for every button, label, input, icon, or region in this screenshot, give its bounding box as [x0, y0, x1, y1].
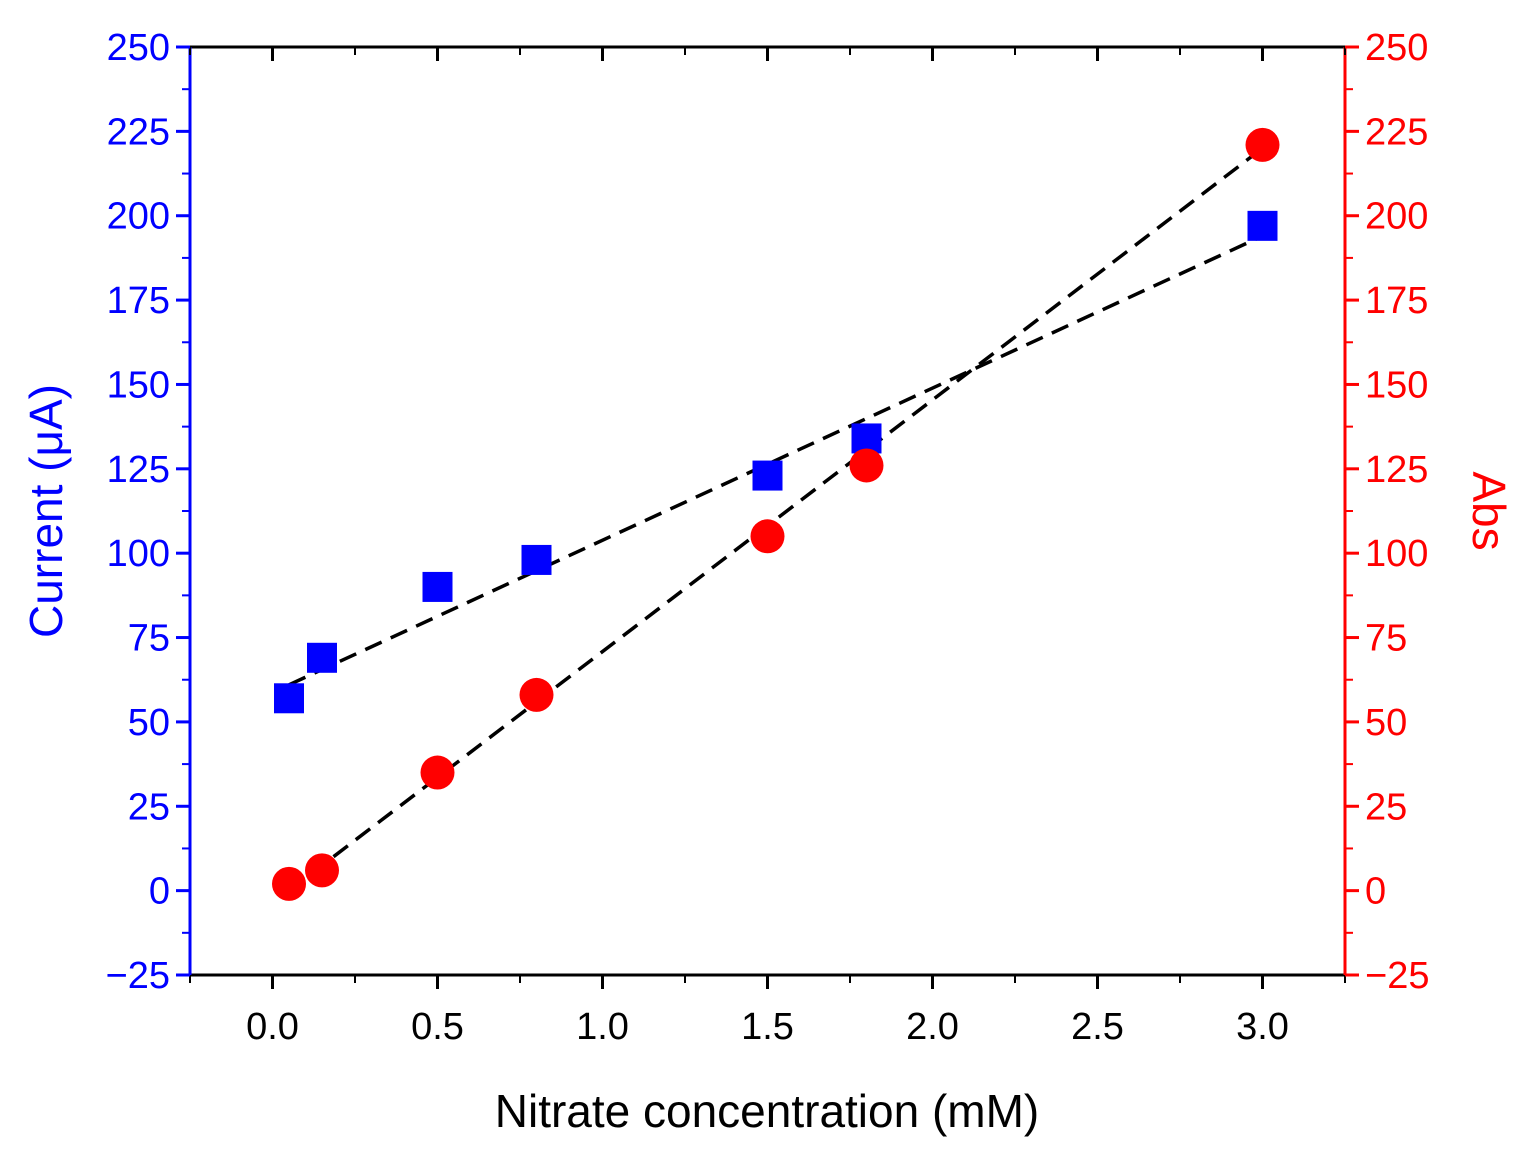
right-tick-label: 225: [1365, 111, 1428, 153]
left-tick-label: 150: [107, 364, 170, 406]
abs-point: [272, 866, 306, 901]
left-tick-label: 250: [107, 27, 170, 69]
right-tick-label: 100: [1365, 533, 1428, 575]
left-tick-label: 0: [149, 871, 170, 913]
x-tick-label: 2.5: [1071, 1006, 1124, 1048]
x-tick-label: 0.0: [246, 1006, 299, 1048]
right-tick-label: 175: [1365, 280, 1428, 322]
left-axis-title: Current (μA): [20, 384, 72, 638]
right-tick-label: −25: [1365, 955, 1429, 997]
current-point: [1247, 210, 1278, 241]
x-tick-label: 1.5: [741, 1006, 794, 1048]
right-tick-label: 150: [1365, 364, 1428, 406]
current-point: [521, 544, 552, 575]
right-tick-label: 0: [1365, 871, 1386, 913]
abs-point: [1245, 127, 1280, 162]
x-tick-label: 3.0: [1236, 1006, 1289, 1048]
right-tick-label: 250: [1365, 27, 1428, 69]
left-tick-label: 100: [107, 533, 170, 575]
abs-point: [849, 448, 884, 483]
abs-point: [420, 755, 455, 790]
left-tick-label: 50: [128, 702, 170, 744]
x-tick-label: 1.0: [576, 1006, 629, 1048]
left-tick-label: 200: [107, 196, 170, 238]
left-tick-label: 175: [107, 280, 170, 322]
left-tick-label: 75: [128, 618, 170, 660]
current-fit-line: [288, 234, 1264, 687]
left-tick-label: 25: [128, 786, 170, 828]
x-axis-title: Nitrate concentration (mM): [495, 1085, 1040, 1137]
abs-point: [750, 519, 785, 554]
right-tick-label: 25: [1365, 786, 1407, 828]
left-tick-label: 125: [107, 449, 170, 491]
right-tick-label: 75: [1365, 618, 1407, 660]
current-point: [274, 683, 304, 714]
right-tick-label: 125: [1365, 449, 1428, 491]
left-tick-label: 225: [107, 111, 170, 153]
right-axis-title: Abs: [1463, 471, 1515, 550]
x-tick-label: 2.0: [906, 1006, 959, 1048]
x-tick-label: 0.5: [411, 1006, 464, 1048]
current-point: [307, 642, 337, 673]
abs-point: [305, 853, 339, 888]
current-point: [422, 571, 453, 602]
left-tick-label: −25: [106, 955, 170, 997]
data-points: [272, 127, 1280, 901]
axis-ticks: 0.0 0.5 1.0 1.5 2.0 2.5 3.0 −25 0 25 50 75 100 125 150…: [106, 27, 1430, 1048]
abs-point: [519, 677, 554, 712]
current-point: [752, 460, 783, 491]
right-tick-label: 50: [1365, 702, 1407, 744]
right-tick-label: 200: [1365, 196, 1428, 238]
